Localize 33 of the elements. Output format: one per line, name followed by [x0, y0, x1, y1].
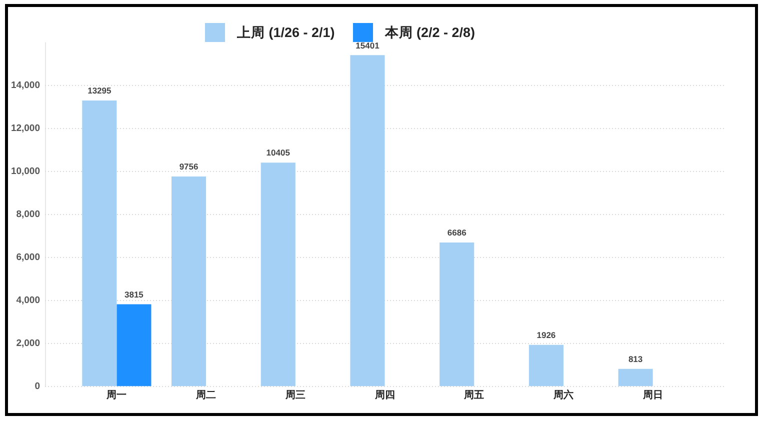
bar [350, 55, 385, 386]
y-tick-label: 0 [34, 380, 40, 392]
bar [116, 304, 152, 386]
bar [172, 176, 206, 386]
bar [618, 368, 653, 386]
x-tick-label: 周一 [106, 389, 127, 402]
x-tick-label: 周三 [284, 389, 306, 402]
x-tick-label: 周五 [463, 389, 484, 402]
data-label: 15401 [356, 40, 380, 50]
data-label: 3815 [124, 289, 144, 300]
y-tick-label: 14,000 [10, 80, 40, 91]
x-tick-label: 周二 [195, 389, 216, 402]
bar [528, 344, 564, 386]
y-tick-label: 6,000 [16, 252, 40, 263]
data-label: 1926 [536, 330, 556, 340]
y-tick-label: 10,000 [10, 166, 40, 177]
y-tick-label: 2,000 [16, 338, 40, 349]
legend-label: 本周 (2/2 - 2/8) [384, 24, 476, 42]
bar [440, 242, 474, 386]
data-label: 10405 [266, 148, 290, 158]
data-label: 13295 [88, 86, 112, 96]
y-tick-label: 4,000 [16, 294, 40, 306]
x-tick-label: 周六 [552, 389, 574, 402]
y-tick-label: 8,000 [16, 208, 40, 220]
bar [82, 100, 117, 386]
y-tick-label: 12,000 [10, 122, 40, 134]
legend-label: 上周 (1/26 - 2/1) [237, 24, 335, 42]
x-tick-label: 周日 [642, 389, 663, 402]
data-label: 9756 [179, 162, 198, 172]
bar [260, 162, 296, 386]
x-tick-label: 周四 [374, 389, 395, 402]
data-label: 813 [628, 354, 643, 364]
data-label: 6686 [447, 228, 467, 238]
